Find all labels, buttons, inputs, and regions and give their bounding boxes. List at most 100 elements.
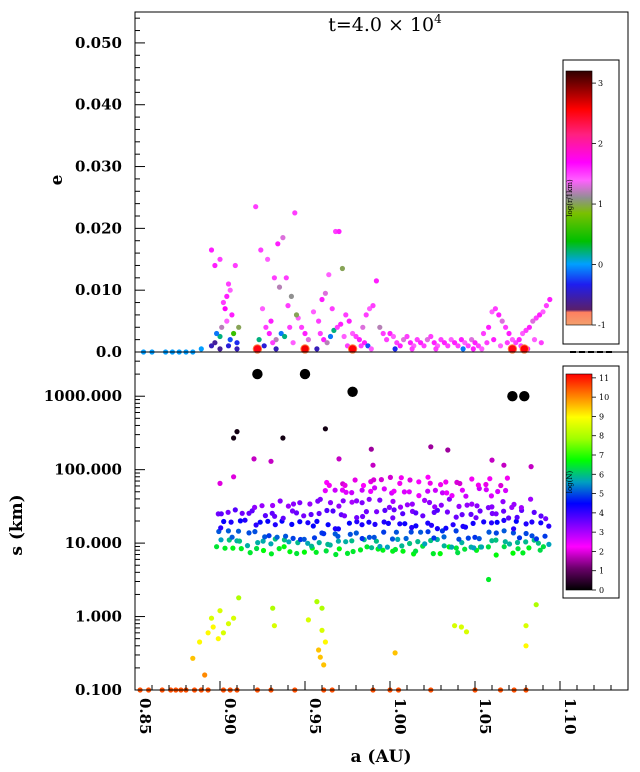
data-point	[511, 501, 517, 507]
data-point	[268, 541, 274, 547]
data-point	[413, 510, 419, 516]
data-point	[514, 514, 520, 521]
data-point	[236, 595, 242, 601]
data-point	[258, 247, 264, 253]
data-point	[297, 500, 303, 506]
data-point	[437, 551, 443, 557]
data-point	[382, 507, 388, 513]
data-point	[404, 502, 410, 508]
data-point	[428, 444, 434, 450]
data-point	[506, 541, 513, 547]
colorbar-tick-label: 11	[599, 374, 609, 383]
colorbar-tick-label: 9	[599, 412, 604, 421]
data-point	[225, 509, 231, 515]
data-point	[441, 534, 447, 540]
data-point	[397, 480, 403, 486]
data-point	[392, 650, 398, 656]
data-point	[262, 534, 268, 540]
data-point	[416, 493, 422, 499]
colorbar-radius-label: log(r/1km)	[566, 179, 574, 217]
data-point	[231, 330, 237, 337]
data-point	[343, 312, 349, 318]
y-axis-title-size: s (km)	[7, 494, 27, 555]
data-point	[500, 499, 506, 505]
data-point	[474, 503, 480, 509]
data-point	[217, 256, 223, 262]
data-point	[406, 489, 412, 495]
data-point	[407, 540, 413, 547]
data-point	[347, 531, 353, 537]
data-point	[498, 482, 504, 489]
data-point	[392, 546, 398, 553]
x-tick-label: 1.00	[391, 698, 409, 735]
colorbar-tick-label: 1	[599, 567, 604, 576]
data-point	[462, 546, 468, 552]
data-point	[445, 343, 451, 349]
data-point	[390, 333, 396, 340]
data-point	[356, 337, 362, 343]
data-point	[389, 536, 396, 542]
data-point	[368, 488, 374, 494]
data-point	[270, 502, 276, 509]
data-point	[456, 536, 462, 542]
data-point	[336, 503, 342, 509]
data-point	[283, 533, 289, 539]
data-point	[381, 529, 387, 535]
data-point	[334, 324, 340, 330]
data-point	[305, 617, 311, 623]
data-point	[198, 346, 204, 352]
data-point	[317, 330, 323, 337]
data-point	[384, 544, 390, 550]
data-point	[531, 337, 538, 343]
data-point	[253, 522, 259, 528]
data-point	[316, 647, 322, 653]
x-tick-label: 0.90	[221, 698, 239, 735]
data-point	[486, 576, 492, 583]
data-point	[321, 662, 327, 668]
data-point	[424, 337, 430, 343]
data-point	[366, 519, 372, 525]
y-axis-eccentricity: 0.0 0.010 0.020 0.030 0.040 0.050	[75, 17, 145, 361]
data-point	[462, 340, 468, 346]
data-point	[523, 643, 529, 649]
data-point	[537, 312, 543, 318]
data-point	[425, 488, 431, 494]
data-point	[523, 539, 529, 545]
data-point	[449, 493, 455, 499]
data-point	[449, 544, 455, 550]
data-point	[265, 256, 271, 262]
data-point	[359, 535, 365, 542]
data-point	[314, 346, 320, 352]
data-point	[208, 247, 215, 253]
data-point	[520, 330, 526, 337]
y-tick-label: 0.0	[96, 343, 122, 361]
data-point	[229, 534, 235, 540]
data-point	[509, 337, 515, 343]
data-point	[477, 508, 483, 514]
data-point	[253, 204, 259, 210]
data-point	[489, 538, 495, 544]
data-point	[395, 536, 401, 543]
data-point	[222, 545, 228, 551]
colorbar-tick-label: 4	[599, 509, 604, 518]
data-point	[366, 496, 372, 502]
data-point	[418, 529, 424, 535]
colorbar-radius-gradient	[565, 70, 593, 326]
colorbar-tick-label: 5	[599, 490, 604, 499]
data-point	[238, 546, 244, 552]
y-axis-title-eccentricity: e	[47, 174, 67, 185]
data-point	[268, 458, 274, 464]
colorbar-number: log(N) 0 1 2 3 4 5 6 7 8 9 10 11	[562, 365, 620, 599]
data-point	[260, 547, 267, 554]
data-point	[491, 337, 497, 343]
data-point	[374, 509, 380, 515]
data-point	[314, 518, 320, 525]
data-point	[359, 522, 365, 528]
data-point	[224, 318, 230, 324]
data-point	[431, 340, 437, 346]
data-point	[475, 343, 481, 349]
data-point	[268, 318, 274, 324]
data-point	[278, 330, 284, 337]
data-point	[252, 504, 258, 510]
